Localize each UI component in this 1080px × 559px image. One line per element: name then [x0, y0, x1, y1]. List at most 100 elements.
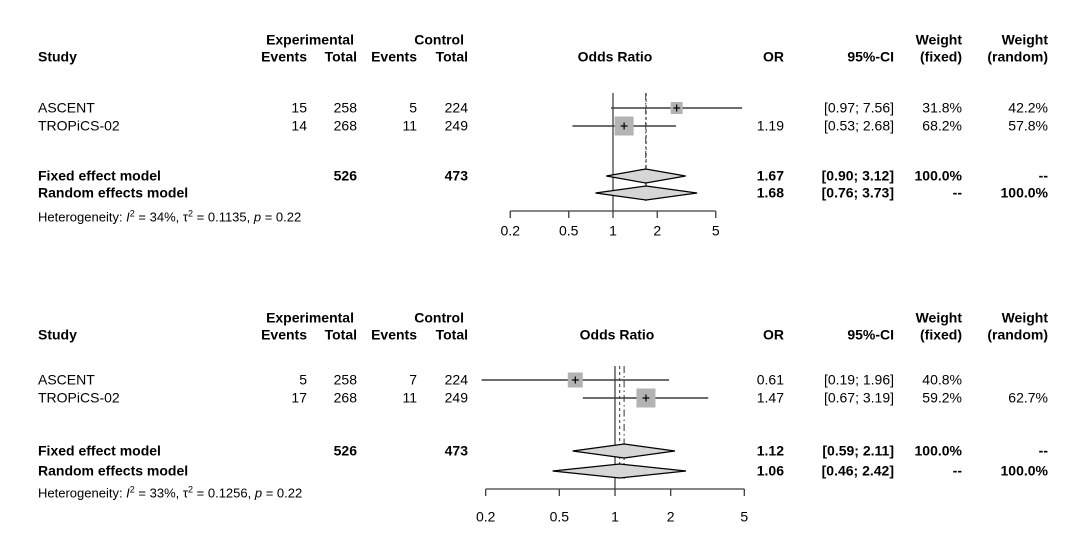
- panel2-het-i_sym: I: [126, 485, 130, 501]
- panel2-header-or: OR: [763, 326, 784, 343]
- panel1-heterogeneity-note: Heterogeneity: I2 = 34%, τ2 = 0.1135, p …: [38, 208, 302, 227]
- panel1-header-experimental: Experimental: [266, 31, 354, 48]
- panel1-study2-exp-events: 14: [291, 117, 307, 134]
- panel1-header-ci: 95%-CI: [847, 48, 894, 65]
- panel1-study2-weight-fixed: 68.2%: [922, 117, 962, 134]
- panel2-random-model-ci: [0.46; 2.42]: [821, 462, 894, 479]
- panel2-axis-tick-label-0: 0.2: [475, 508, 496, 525]
- panel1-study2-ctrl-total: 249: [444, 117, 468, 134]
- panel2-study2-weight-fixed: 59.2%: [922, 389, 962, 406]
- panel2-header-fixed-sub: (fixed): [920, 326, 962, 343]
- panel2-fixed-model-exp-total: 526: [333, 442, 357, 459]
- panel1-header-ctrl-events: Events: [371, 48, 417, 65]
- panel2-study2-ci: [0.67; 3.19]: [823, 389, 894, 406]
- panel2-fixed-model-diamond: [572, 443, 676, 459]
- panel1-study1-ctrl-total: 224: [444, 99, 468, 116]
- panel1-fixed-model-weight-random: --: [1038, 167, 1048, 184]
- panel1-axis-tick-label-0: 0.2: [500, 222, 520, 239]
- panel1-header-control: Control: [414, 31, 464, 48]
- panel2-heterogeneity-note: Heterogeneity: I2 = 33%, τ2 = 0.1256, p …: [38, 484, 303, 503]
- panel1-axis-tick-label-1: 0.5: [559, 222, 579, 239]
- panel1-study2-ci: [0.53; 2.68]: [823, 117, 894, 134]
- panel2-study1-exp-total: 258: [333, 371, 357, 388]
- panel1-axis-tick-label-4: 5: [711, 222, 720, 239]
- panel2-random-model-weight-random: 100.0%: [1000, 462, 1048, 479]
- panel2-fixed-model-ci: [0.59; 2.11]: [822, 442, 894, 459]
- panel2-header-odds-ratio: Odds Ratio: [579, 326, 655, 343]
- panel2-header-control: Control: [414, 309, 464, 326]
- panel2-random-model-or: 1.06: [756, 462, 784, 479]
- panel1-header-odds-ratio: Odds Ratio: [577, 48, 653, 65]
- panel2-header-ctrl-events: Events: [371, 326, 417, 343]
- panel1-het-p_val: = 0.22: [261, 209, 302, 225]
- panel2-header-ctrl-total: Total: [435, 326, 468, 343]
- panel1-study1-weight-fixed: 31.8%: [922, 99, 962, 116]
- panel1-header-study: Study: [38, 48, 77, 65]
- panel1-fixed-model-or: 1.67: [756, 167, 784, 184]
- panel1-study1-name: ASCENT: [38, 99, 95, 116]
- panel2-header-study: Study: [38, 326, 77, 343]
- panel2-het-tau_sym: τ: [182, 485, 189, 501]
- panel1-header-or: OR: [763, 48, 784, 65]
- panel2-header-exp-events: Events: [261, 326, 307, 343]
- panel1-het-i_val: = 34%,: [134, 209, 183, 225]
- panel1-fixed-model-diamond: [606, 168, 686, 184]
- panel1-random-model-or: 1.68: [756, 184, 784, 201]
- panel1-random-model-weight-fixed: --: [952, 184, 962, 201]
- panel2-axis-tick-label-2: 1: [611, 508, 619, 525]
- panel2-fixed-model-weight-fixed: 100.0%: [914, 442, 962, 459]
- panel1-random-model-weight-random: 100.0%: [1000, 184, 1048, 201]
- panel1-axis-tick-label-3: 2: [653, 222, 662, 239]
- panel1-het-tau_val: = 0.1135,: [193, 209, 254, 225]
- panel2-random-model-weight-fixed: --: [952, 462, 962, 479]
- panel2-study1-exp-events: 5: [299, 371, 307, 388]
- panel1-het-tau_sup: 2: [188, 208, 194, 219]
- panel2-header-ci: 95%-CI: [847, 326, 894, 343]
- panel2-random-model-diamond: [552, 463, 687, 479]
- panel2-study2-ctrl-events: 11: [402, 389, 417, 406]
- panel1-header-weight-random: Weight: [1001, 31, 1048, 48]
- panel2-study1-ci: [0.19; 1.96]: [823, 371, 894, 388]
- panel2-het-p_sym: p: [254, 485, 263, 501]
- panel1-het-i_sym: I: [126, 209, 130, 225]
- panel2-axis-tick-label-1: 0.5: [549, 508, 570, 525]
- panel2-het-p_val: = 0.22: [262, 485, 303, 501]
- panel2-study1-weight-fixed: 40.8%: [922, 371, 962, 388]
- panel1-study2-or: 1.19: [756, 117, 784, 134]
- panel2-study2-or: 1.47: [756, 389, 784, 406]
- panel1-fixed-model-ctrl-total: 473: [444, 167, 468, 184]
- panel1-study2-name: TROPiCS-02: [38, 117, 120, 134]
- panel1-fixed-model-label: Fixed effect model: [38, 167, 161, 184]
- panel2-het-tau_val: = 0.1256,: [193, 485, 255, 501]
- panel2-fixed-model-weight-random: --: [1038, 442, 1048, 459]
- panel1-study1-ci: [0.97; 7.56]: [823, 99, 894, 116]
- panel2-header-experimental: Experimental: [266, 309, 354, 326]
- panel1-random-model-diamond: [595, 185, 698, 201]
- panel1-random-model-label: Random effects model: [38, 184, 189, 201]
- panel1-header-exp-events: Events: [261, 48, 307, 65]
- panel2-fixed-model-label: Fixed effect model: [38, 442, 161, 459]
- panel1-study2-ctrl-events: 11: [402, 117, 417, 134]
- panel1-header-exp-total: Total: [324, 48, 357, 65]
- panel1-study2-weight-random: 57.8%: [1008, 117, 1048, 134]
- panel1-header-random-sub: (random): [987, 48, 1048, 65]
- panel2-axis-tick-label-3: 2: [666, 508, 675, 525]
- panel1-study1-weight-random: 42.2%: [1008, 99, 1048, 116]
- panel2-header-weight-random: Weight: [1001, 309, 1048, 326]
- panel2-het-i_sup: 2: [129, 484, 135, 495]
- panel1-study1-ctrl-events: 5: [409, 99, 417, 116]
- panel2-study1-ctrl-total: 224: [444, 371, 468, 388]
- panel1-het-tau_sym: τ: [182, 209, 189, 225]
- panel2-header-random-sub: (random): [987, 326, 1048, 343]
- panel1-het-prefix: Heterogeneity:: [38, 209, 127, 225]
- panel2-header-weight-fixed: Weight: [915, 309, 962, 326]
- panel1-fixed-model-exp-total: 526: [333, 167, 357, 184]
- panel1-random-model-ci: [0.76; 3.73]: [821, 184, 894, 201]
- panel2-study1-name: ASCENT: [38, 371, 95, 388]
- panel2-fixed-model-or: 1.12: [756, 442, 784, 459]
- panel2-random-model-label: Random effects model: [38, 462, 189, 479]
- panel2-het-tau_sup: 2: [188, 484, 194, 495]
